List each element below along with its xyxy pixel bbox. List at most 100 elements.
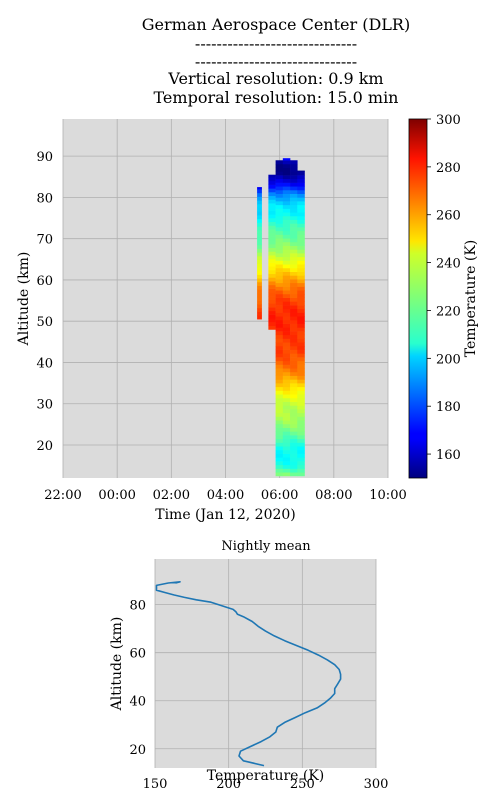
heatmap-cell — [297, 316, 305, 321]
profile-x-tick-label: 150 — [143, 777, 168, 792]
heatmap-cell — [275, 383, 284, 388]
heatmap-cell — [275, 305, 284, 310]
heatmap-cell — [290, 286, 298, 291]
heatmap-cell — [282, 319, 291, 324]
heatmap-cell — [275, 171, 284, 176]
heatmap-cell — [275, 442, 284, 447]
heatmap-cell — [297, 256, 305, 261]
heatmap-cell — [257, 207, 262, 212]
colorbar-tick-label: 180 — [436, 400, 461, 415]
heatmap-cell — [282, 412, 291, 417]
heatmap-cell — [282, 178, 291, 183]
heatmap-cell — [257, 226, 262, 231]
heatmap-cell — [297, 305, 305, 310]
header-temporal-resolution: Temporal resolution: 15.0 min — [153, 88, 399, 107]
heatmap-cell — [257, 267, 262, 272]
heatmap-cell — [257, 311, 262, 316]
heatmap-cell — [275, 271, 284, 276]
heatmap-cell — [275, 238, 284, 243]
heatmap-cell — [257, 187, 262, 190]
heatmap-cell — [290, 249, 298, 254]
heatmap-cell — [297, 249, 305, 254]
heatmap-cell — [275, 353, 284, 358]
heatmap-cell — [257, 259, 262, 264]
heatmap-cell — [297, 383, 305, 388]
heatmap-cell — [268, 318, 276, 323]
heatmap-cell — [275, 201, 284, 206]
heatmap-cell — [290, 204, 298, 209]
heatmap-cell — [275, 227, 284, 232]
heatmap-cell — [275, 468, 284, 473]
colorbar-tick-label: 220 — [436, 304, 461, 319]
heatmap-cell — [282, 223, 291, 228]
heatmap-cell — [282, 390, 291, 395]
heatmap-cell — [282, 349, 291, 354]
heatmap-cell — [268, 218, 276, 223]
heatmap-cell — [257, 230, 262, 235]
heatmap-cell — [282, 472, 291, 477]
heatmap-cell — [282, 449, 291, 454]
heatmap-cell — [282, 163, 291, 168]
heatmap-cell — [297, 371, 305, 376]
heatmap-y-tick-label: 70 — [36, 233, 53, 248]
heatmap-cell — [275, 438, 284, 443]
heatmap-cell — [282, 241, 291, 246]
heatmap-cell — [275, 219, 284, 224]
heatmap-cell — [290, 241, 298, 246]
heatmap-cell — [297, 461, 305, 466]
heatmap-cell — [297, 394, 305, 399]
heatmap-cell — [282, 171, 291, 176]
temperature-heatmap-chart: 22:00 00:00 02:00 04:00 06:00 08:00 10:00 20 30… — [16, 113, 479, 523]
heatmap-cell — [297, 219, 305, 224]
heatmap-cell — [297, 338, 305, 343]
heatmap-cell — [297, 245, 305, 250]
heatmap-cell — [282, 167, 291, 172]
heatmap-cell — [290, 423, 298, 428]
heatmap-cell — [290, 342, 298, 347]
heatmap-cell — [290, 438, 298, 443]
heatmap-cell — [290, 379, 298, 384]
heatmap-cell — [275, 241, 284, 246]
heatmap-cell — [290, 468, 298, 473]
header-separator-2: ------------------------------ — [194, 52, 358, 71]
heatmap-cell — [275, 286, 284, 291]
heatmap-cell — [297, 331, 305, 336]
heatmap-cell — [275, 234, 284, 239]
heatmap-cell — [268, 303, 276, 308]
heatmap-cell — [268, 281, 276, 286]
heatmap-cell — [297, 409, 305, 414]
heatmap-y-ticks: 20 30 40 50 60 70 80 90 — [36, 150, 53, 454]
heatmap-cell — [297, 386, 305, 391]
heatmap-cell — [297, 345, 305, 350]
heatmap-x-tick-label: 08:00 — [315, 488, 352, 503]
profile-grid — [154, 559, 377, 768]
heatmap-cell — [297, 453, 305, 458]
heatmap-cell — [282, 212, 291, 217]
heatmap-cell — [275, 197, 284, 202]
heatmap-cell — [297, 286, 305, 291]
heatmap-cell — [268, 225, 276, 230]
heatmap-y-tick-label: 80 — [36, 191, 53, 206]
heatmap-cell — [297, 349, 305, 354]
heatmap-cell — [297, 241, 305, 246]
heatmap-cell — [268, 188, 276, 193]
heatmap-cell — [282, 334, 291, 339]
heatmap-cell — [282, 279, 291, 284]
heatmap-cell — [282, 264, 291, 269]
heatmap-cell — [290, 334, 298, 339]
heatmap-cell — [290, 461, 298, 466]
heatmap-cell — [257, 196, 262, 201]
heatmap-x-tick-label: 10:00 — [369, 488, 406, 503]
heatmap-cell — [268, 251, 276, 256]
heatmap-x-tick-label: 02:00 — [153, 488, 190, 503]
heatmap-cell — [282, 182, 291, 187]
heatmap-cell — [282, 446, 291, 451]
heatmap-cell — [268, 240, 276, 245]
heatmap-cell — [282, 234, 291, 239]
heatmap-cell — [297, 282, 305, 287]
profile-line — [155, 581, 342, 767]
heatmap-cell — [275, 349, 284, 354]
heatmap-cell — [297, 353, 305, 358]
heatmap-y-tick-label: 20 — [36, 439, 53, 454]
heatmap-cell — [297, 189, 305, 194]
